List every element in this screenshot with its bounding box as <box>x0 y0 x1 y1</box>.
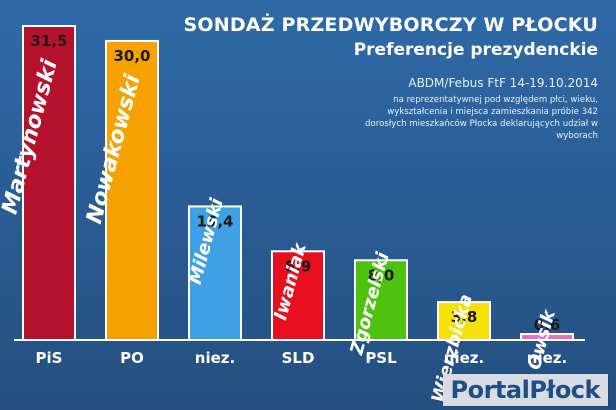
bar-4 <box>271 250 325 342</box>
category-label-3: niez. <box>195 349 235 367</box>
value-label-6: 3,8 <box>451 308 478 326</box>
value-label-7: 0,6 <box>534 316 561 334</box>
category-label-7: niez. <box>527 349 567 367</box>
category-label-2: PO <box>120 349 144 367</box>
value-label-5: 8,0 <box>368 266 395 284</box>
bar-6 <box>437 301 491 341</box>
value-label-4: 8,9 <box>285 257 312 275</box>
value-label-2: 30,0 <box>113 47 150 65</box>
category-label-6: niez. <box>444 349 484 367</box>
chart-subtitle: Preferencje prezydenckie <box>353 40 598 60</box>
category-label-4: SLD <box>282 349 315 367</box>
chart-title: SONDAŻ PRZEDWYBORCZY W PŁOCKU <box>183 14 598 36</box>
chart-note: na reprezentatywnej pod względem płci, w… <box>365 95 598 141</box>
portal-logo[interactable]: PortalPłock <box>442 374 608 406</box>
bar-2 <box>105 39 159 341</box>
value-label-1: 31,5 <box>30 32 67 50</box>
category-label-5: PSL <box>365 349 397 367</box>
chart-source: ABDM/Febus FtF 14-19.10.2014 <box>408 76 598 90</box>
value-label-3: 13,4 <box>196 212 233 230</box>
category-label-1: PiS <box>36 349 63 367</box>
bar-1 <box>22 25 76 341</box>
